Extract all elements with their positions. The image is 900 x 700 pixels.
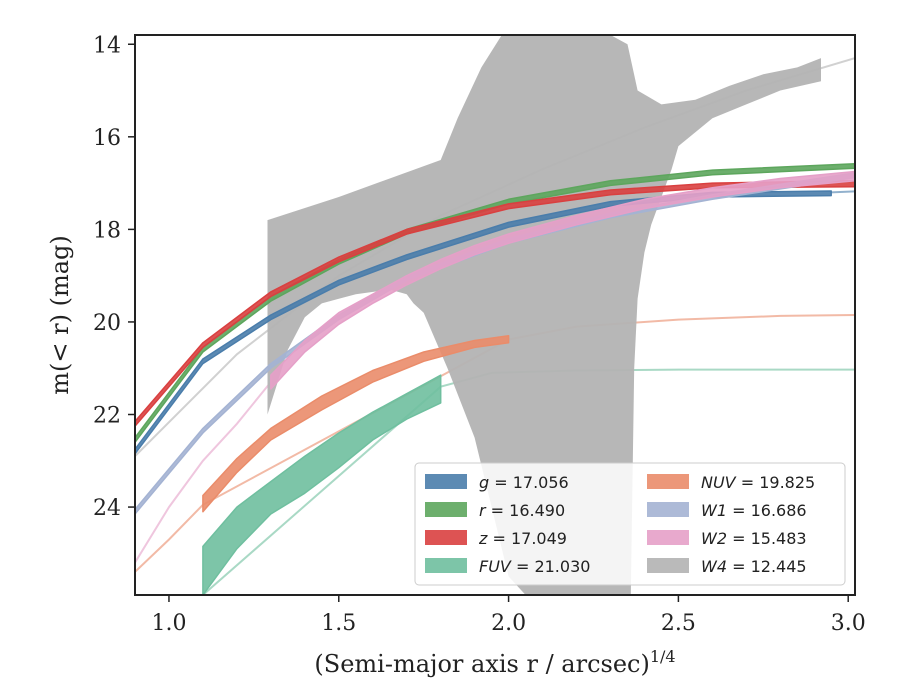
legend-swatch-r (425, 502, 467, 517)
y-axis-label: m(< r) (mag) (46, 235, 74, 394)
legend-swatch-z (425, 530, 467, 545)
legend-box (414, 462, 846, 586)
legend-swatch-nuv (647, 474, 689, 489)
y-tick-label: 24 (93, 496, 121, 521)
legend-swatch-w2 (647, 530, 689, 545)
series-faint-w2 (135, 381, 272, 564)
series-band-z (135, 180, 855, 427)
legend-label-g: g = 17.056 (479, 473, 569, 492)
x-tick-label: 3.0 (831, 611, 866, 636)
y-tick-label: 20 (93, 311, 121, 336)
y-tick-label: 16 (93, 126, 121, 151)
legend-swatch-w4 (647, 558, 689, 573)
legend-label-w2: W2 = 15.483 (701, 529, 807, 548)
x-tick-label: 2.5 (661, 611, 696, 636)
x-tick-label: 1.5 (321, 611, 356, 636)
legend-swatch-g (425, 474, 467, 489)
y-tick-label: 22 (93, 404, 121, 429)
x-axis-label-superscript: 1/4 (650, 647, 676, 666)
series-layer (135, 35, 855, 595)
series-faint-g (831, 190, 855, 194)
x-tick-label: 1.0 (151, 611, 186, 636)
x-axis-label: (Semi-major axis r / arcsec)1/4 (314, 647, 675, 678)
series-band-fuv (202, 374, 442, 595)
y-tick-label: 14 (93, 33, 121, 58)
legend: g = 17.056 r = 16.490 z = 17.049 FUV = 21.0… (414, 462, 846, 586)
series-band-g (135, 190, 832, 455)
legend-label-w1: W1 = 16.686 (701, 501, 807, 520)
plot-frame (134, 34, 856, 596)
legend-label-nuv: NUV = 19.825 (701, 473, 815, 492)
y-tick-label: 18 (93, 218, 121, 243)
legend-label-fuv: FUV = 21.030 (479, 557, 590, 576)
legend-label-z: z = 17.049 (478, 529, 567, 548)
ticks-layer: 1.0 1.5 2.0 2.5 3.0 14 16 18 20 22 24 (93, 33, 866, 636)
series-region-w4 (267, 35, 821, 595)
legend-swatch-w1 (647, 502, 689, 517)
legend-label-r: r = 16.490 (479, 501, 565, 520)
legend-label-w4: W4 = 12.445 (701, 557, 807, 576)
legend-swatch-fuv (425, 558, 467, 573)
series-band-nuv (202, 335, 510, 513)
series-band-w2 (270, 170, 855, 390)
x-tick-label: 2.0 (491, 611, 526, 636)
